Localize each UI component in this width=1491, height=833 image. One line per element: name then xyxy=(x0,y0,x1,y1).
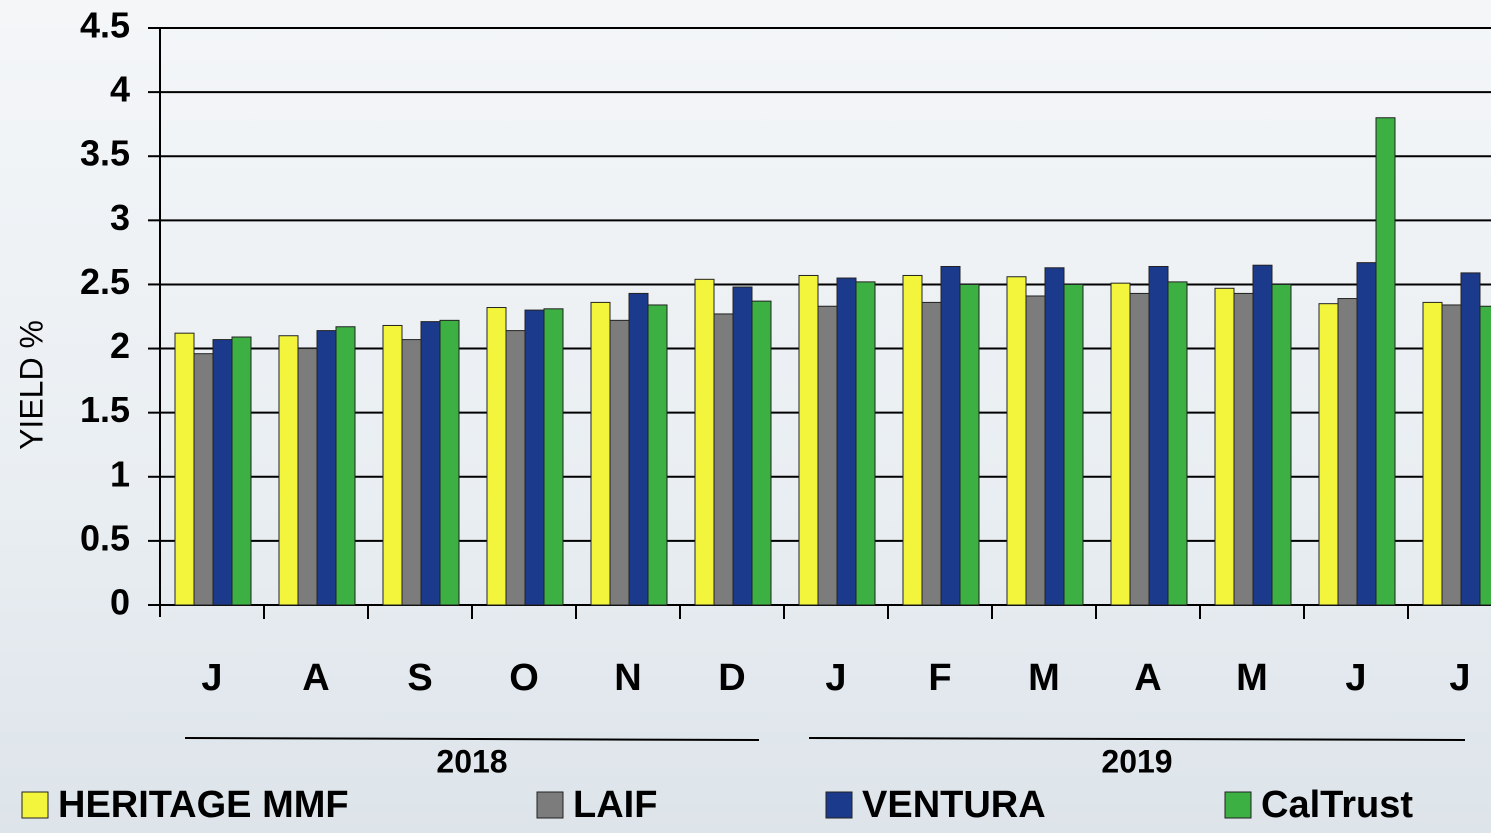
bar xyxy=(505,330,526,606)
bar xyxy=(1375,117,1396,606)
bar xyxy=(817,305,838,606)
y-tick-label: 1 xyxy=(110,453,130,494)
x-tick-label: N xyxy=(614,657,641,699)
x-tick-label: S xyxy=(407,657,432,699)
legend-label: HERITAGE MMF xyxy=(58,784,349,826)
bar xyxy=(1422,301,1443,606)
x-tick-label: F xyxy=(928,657,951,699)
x-tick-label: J xyxy=(1345,657,1366,699)
bar xyxy=(713,313,734,606)
bar xyxy=(335,326,356,606)
bar xyxy=(316,330,337,606)
x-tick-label: J xyxy=(201,657,222,699)
bar xyxy=(959,283,980,606)
x-tick-label: O xyxy=(509,657,539,699)
group-label: 2019 xyxy=(1101,743,1172,779)
bar xyxy=(628,292,649,606)
x-tick-label: M xyxy=(1236,657,1268,699)
y-tick-label: 2 xyxy=(110,325,130,366)
bar xyxy=(1063,283,1084,606)
bar xyxy=(1110,282,1131,606)
bar xyxy=(855,281,876,606)
legend-swatch xyxy=(1224,791,1252,819)
bar xyxy=(1167,281,1188,606)
bar xyxy=(1441,304,1462,606)
bar xyxy=(1318,303,1339,606)
bar xyxy=(543,308,564,606)
y-tick-label: 4.5 xyxy=(80,5,130,46)
y-tick-label: 4 xyxy=(110,69,130,110)
y-axis-label: YIELD % xyxy=(13,320,49,450)
x-tick-label: M xyxy=(1028,657,1060,699)
x-tick-label: J xyxy=(1449,657,1470,699)
x-tick-label: A xyxy=(1134,657,1161,699)
bar xyxy=(921,301,942,606)
bar xyxy=(231,336,252,606)
bar xyxy=(439,319,460,606)
x-tick-label: A xyxy=(302,657,329,699)
legend-label: CalTrust xyxy=(1261,784,1413,826)
bar xyxy=(836,277,857,606)
bar xyxy=(1044,267,1065,606)
bar xyxy=(590,301,611,606)
legend-label: LAIF xyxy=(573,784,657,826)
group-line xyxy=(808,737,1466,741)
y-tick-label: 0.5 xyxy=(80,517,130,558)
bar xyxy=(1233,292,1254,606)
bar xyxy=(297,348,318,606)
bar xyxy=(1025,295,1046,606)
bar xyxy=(1460,272,1481,606)
y-tick-label: 2.5 xyxy=(80,261,130,302)
group-label: 2018 xyxy=(436,743,507,779)
bar xyxy=(524,309,545,606)
bar xyxy=(694,278,715,606)
bar xyxy=(193,353,214,606)
bar xyxy=(940,265,961,606)
group-line xyxy=(184,737,760,741)
bar xyxy=(278,335,299,606)
x-tick-label: D xyxy=(718,657,745,699)
bar xyxy=(420,321,441,606)
bar xyxy=(1271,283,1292,606)
legend-swatch xyxy=(21,791,49,819)
legend-swatch xyxy=(536,791,564,819)
bar xyxy=(647,304,668,606)
bar xyxy=(1214,287,1235,606)
bar xyxy=(1479,305,1491,606)
bar xyxy=(486,307,507,606)
y-tick-label: 3 xyxy=(110,197,130,238)
y-tick-label: 0 xyxy=(110,582,130,623)
bar xyxy=(1356,262,1377,606)
legend-label: VENTURA xyxy=(862,784,1046,826)
bar xyxy=(798,274,819,606)
bar xyxy=(1129,292,1150,606)
x-tick-label: J xyxy=(825,657,846,699)
bar xyxy=(902,274,923,606)
bar xyxy=(732,286,753,606)
bar xyxy=(1148,265,1169,606)
bar xyxy=(401,339,422,606)
bar xyxy=(609,319,630,606)
bar xyxy=(751,300,772,606)
bar xyxy=(382,324,403,606)
y-tick-label: 3.5 xyxy=(80,133,130,174)
legend-swatch xyxy=(825,791,853,819)
bar xyxy=(212,339,233,606)
bar xyxy=(1006,276,1027,606)
bar xyxy=(1337,298,1358,606)
y-tick-label: 1.5 xyxy=(80,389,130,430)
bar xyxy=(174,332,195,606)
bar xyxy=(1252,264,1273,606)
